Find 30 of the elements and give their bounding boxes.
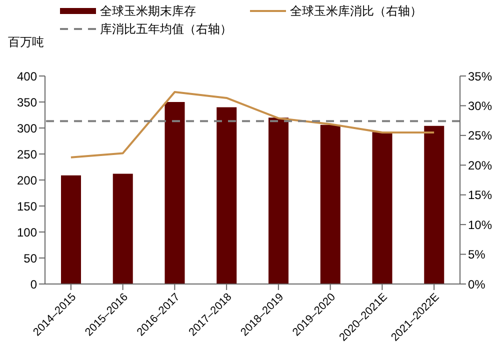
y2-tick-label: 35%	[468, 69, 492, 84]
y2-tick-label: 0%	[468, 277, 486, 292]
bar	[112, 174, 133, 284]
y2-tick-label: 15%	[468, 188, 492, 202]
y2-tick-label: 10%	[468, 218, 492, 232]
bar	[216, 107, 237, 284]
y2-tick-label: 5%	[468, 248, 486, 262]
y-tick-label: 150	[16, 199, 38, 214]
y-tick-label: 300	[16, 121, 38, 136]
y-tick-label: 100	[16, 225, 38, 240]
bar	[320, 124, 340, 284]
y-tick-label: 0	[30, 277, 38, 292]
y2-tick-label: 30%	[468, 98, 492, 113]
bar	[372, 132, 392, 284]
y-tick-label: 350	[16, 95, 38, 110]
y-tick-label: 50	[24, 251, 38, 266]
y-tick-label: 250	[16, 147, 38, 162]
y-axis-title: 百万吨	[8, 34, 44, 51]
y2-tick-label: 20%	[468, 158, 492, 172]
y2-tick-label: 25%	[468, 128, 492, 143]
bar	[424, 126, 444, 284]
y-tick-label: 200	[16, 173, 38, 188]
bar	[164, 102, 185, 284]
y-tick-label: 400	[16, 69, 38, 84]
legend-label: 库消比五年均值（右轴）	[100, 20, 232, 38]
legend-label: 全球玉米期末库存	[100, 2, 196, 20]
legend-label: 全球玉米库消比（右轴）	[290, 2, 422, 20]
bar	[268, 118, 288, 284]
line-series	[70, 91, 436, 158]
bar	[61, 175, 81, 284]
